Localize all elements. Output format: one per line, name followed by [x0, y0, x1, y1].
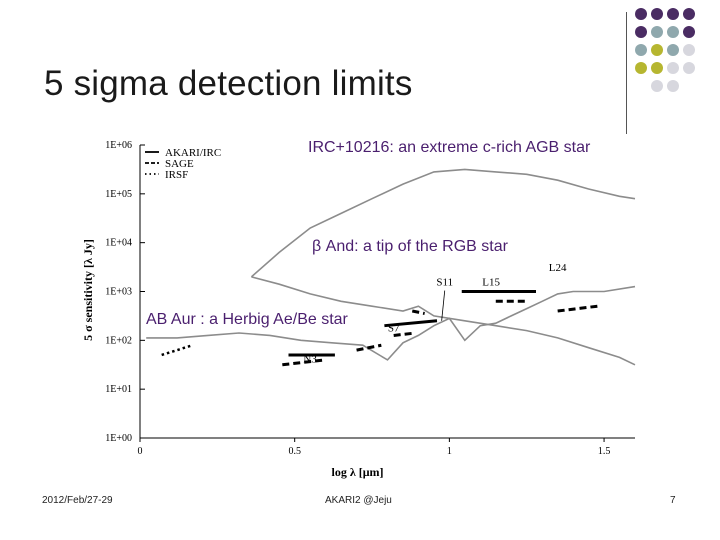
- detection-limit-segment: [161, 344, 193, 357]
- y-tick-label: 1E+05: [105, 189, 132, 200]
- detection-limit-segment: [282, 358, 326, 367]
- spectrum-curve: [146, 285, 636, 361]
- x-tick-label: 0: [138, 446, 143, 457]
- annotation-ab-aur: AB Aur : a Herbig Ae/Be star: [145, 311, 349, 329]
- band-label: N3: [303, 353, 317, 365]
- footer-page-number: 7: [670, 495, 676, 506]
- x-axis-label: log λ [μm]: [331, 465, 383, 479]
- decorative-dot: [683, 44, 695, 56]
- decorative-dot: [635, 26, 647, 38]
- band-label: S11: [436, 277, 453, 289]
- band-label: L15: [482, 277, 500, 289]
- decorative-dot: [683, 26, 695, 38]
- decorative-dot: [651, 26, 663, 38]
- y-axis-label: 5 σ sensitivity [λ Jy]: [81, 239, 95, 341]
- decorative-dot: [667, 26, 679, 38]
- decorative-dot: [667, 8, 679, 20]
- decorative-dot: [651, 8, 663, 20]
- annotation-irc10216: IRC+10216: an extreme c-rich AGB star: [307, 139, 592, 157]
- sensitivity-chart: 1E+00 1E+01 1E+02 1E+03 1E+04 1E+05 1E+06 0 0.5 1…: [75, 135, 645, 485]
- decorative-dot: [651, 44, 663, 56]
- decorative-dot: [667, 62, 679, 74]
- decorative-dot: [651, 62, 663, 74]
- spectrum-curve: [251, 276, 636, 366]
- decorative-dot: [635, 8, 647, 20]
- y-tick-label: 1E+03: [105, 287, 132, 298]
- decorative-dot: [683, 62, 695, 74]
- band-pointer-line: [441, 290, 446, 321]
- decorative-dot: [667, 44, 679, 56]
- decorative-dot: [651, 80, 663, 92]
- y-tick-label: 1E+01: [105, 384, 132, 395]
- legend-label: AKARI/IRC: [165, 147, 221, 159]
- decorative-dot: [635, 44, 647, 56]
- chart-svg: 1E+00 1E+01 1E+02 1E+03 1E+04 1E+05 1E+06 0 0.5 1…: [81, 140, 636, 479]
- title-divider-line: [626, 12, 627, 134]
- band-label: S7: [388, 323, 400, 335]
- x-tick-label: 1: [447, 446, 452, 457]
- footer-date: 2012/Feb/27-29: [42, 495, 113, 506]
- annotation-beta-and: β And: a tip of the RGB star: [311, 238, 509, 256]
- y-tick-label: 1E+02: [105, 335, 132, 346]
- legend-label: SAGE: [165, 158, 194, 170]
- x-tick-label: 0.5: [288, 446, 301, 457]
- y-tick-label: 1E+06: [105, 140, 132, 151]
- detection-limit-segment: [356, 343, 382, 352]
- y-tick-label: 1E+04: [105, 238, 132, 249]
- legend-label: IRSF: [165, 169, 188, 181]
- detection-limit-segment: [393, 331, 416, 337]
- x-tick-label: 1.5: [598, 446, 611, 457]
- decorative-dot: [683, 8, 695, 20]
- decorative-dot: [667, 80, 679, 92]
- slide-title: 5 sigma detection limits: [44, 64, 413, 103]
- y-tick-label: 1E+00: [105, 433, 132, 444]
- band-label: L24: [549, 262, 567, 274]
- detection-limit-segment: [411, 309, 425, 315]
- spectrum-curve: [250, 168, 636, 278]
- decorative-dot: [635, 62, 647, 74]
- detection-limit-segment: [384, 319, 438, 328]
- detection-limit-segment: [557, 304, 599, 313]
- footer-event: AKARI2 @Jeju: [325, 495, 392, 506]
